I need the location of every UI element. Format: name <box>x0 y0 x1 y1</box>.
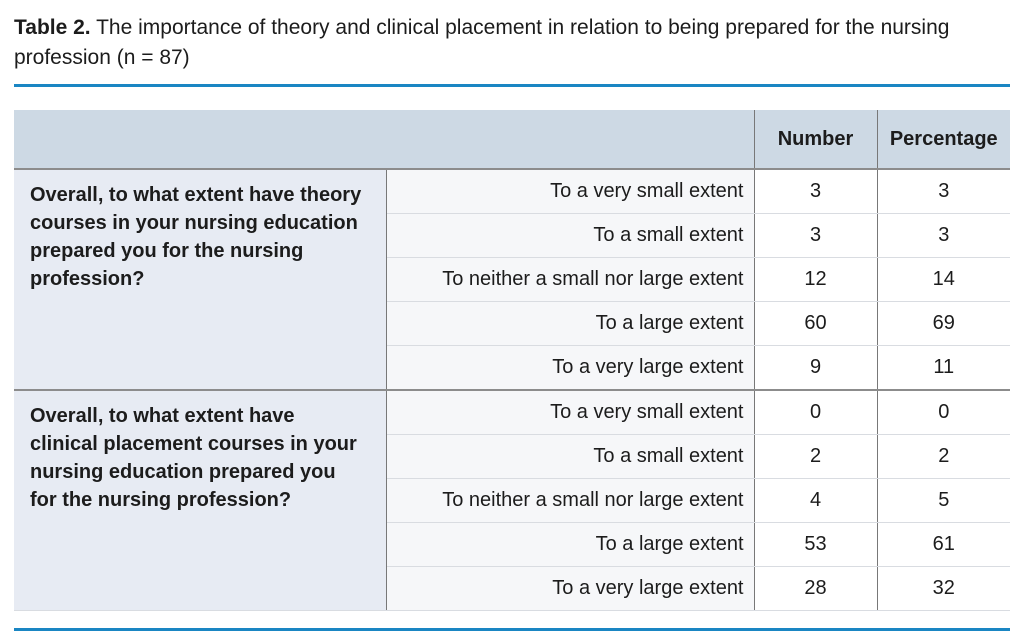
column-header-number: Number <box>754 110 878 171</box>
table-row: Overall, to what extent have clinical pl… <box>14 390 1010 612</box>
table-row: Overall, to what extent have theory cour… <box>14 169 1010 392</box>
percentage-cell: 0 <box>877 390 1010 436</box>
question-cell-theory: Overall, to what extent have theory cour… <box>14 169 387 392</box>
number-cell: 60 <box>754 301 878 347</box>
table-row: To a very large extent 28 32 <box>14 566 1010 612</box>
number-cell: 9 <box>754 345 878 392</box>
table-caption: Table 2. The importance of theory and cl… <box>14 13 954 73</box>
question-cell-clinical-placement: Overall, to what extent have clinical pl… <box>14 390 387 612</box>
extent-label-cell: To neither a small nor large extent <box>386 257 755 303</box>
extent-label-cell: To a large extent <box>386 522 755 568</box>
table-row: To a large extent 60 69 <box>14 301 1010 347</box>
percentage-cell: 11 <box>877 345 1010 392</box>
extent-label-cell: To a large extent <box>386 301 755 347</box>
percentage-cell: 3 <box>877 169 1010 215</box>
number-cell: 3 <box>754 213 878 259</box>
top-divider <box>14 84 1010 88</box>
results-table: Number Percentage Overall, to what exten… <box>14 110 1010 612</box>
table-row: To neither a small nor large extent 4 5 <box>14 478 1010 524</box>
extent-label-cell: To a small extent <box>386 434 755 480</box>
number-cell: 4 <box>754 478 878 524</box>
percentage-cell: 32 <box>877 566 1010 612</box>
table-row: To a small extent 3 3 <box>14 213 1010 259</box>
percentage-cell: 14 <box>877 257 1010 303</box>
extent-label-cell: To a small extent <box>386 213 755 259</box>
header-empty-cell <box>14 110 755 171</box>
table-caption-text: The importance of theory and clinical pl… <box>14 16 950 70</box>
extent-label-cell: To a very small extent <box>386 390 755 436</box>
table-row: To neither a small nor large extent 12 1… <box>14 257 1010 303</box>
number-cell: 53 <box>754 522 878 568</box>
number-cell: 28 <box>754 566 878 612</box>
table-row: To a large extent 53 61 <box>14 522 1010 568</box>
percentage-cell: 2 <box>877 434 1010 480</box>
bottom-divider <box>14 628 1010 632</box>
percentage-cell: 61 <box>877 522 1010 568</box>
percentage-cell: 3 <box>877 213 1010 259</box>
number-cell: 0 <box>754 390 878 436</box>
column-header-percentage: Percentage <box>877 110 1010 171</box>
number-cell: 12 <box>754 257 878 303</box>
extent-label-cell: To neither a small nor large extent <box>386 478 755 524</box>
table-caption-label: Table 2. <box>14 16 91 39</box>
extent-label-cell: To a very small extent <box>386 169 755 215</box>
percentage-cell: 69 <box>877 301 1010 347</box>
table-row: To a very large extent 9 11 <box>14 345 1010 392</box>
extent-label-cell: To a very large extent <box>386 566 755 612</box>
extent-label-cell: To a very large extent <box>386 345 755 392</box>
percentage-cell: 5 <box>877 478 1010 524</box>
number-cell: 2 <box>754 434 878 480</box>
number-cell: 3 <box>754 169 878 215</box>
table-row: To a small extent 2 2 <box>14 434 1010 480</box>
header-row: Number Percentage <box>14 110 1010 171</box>
